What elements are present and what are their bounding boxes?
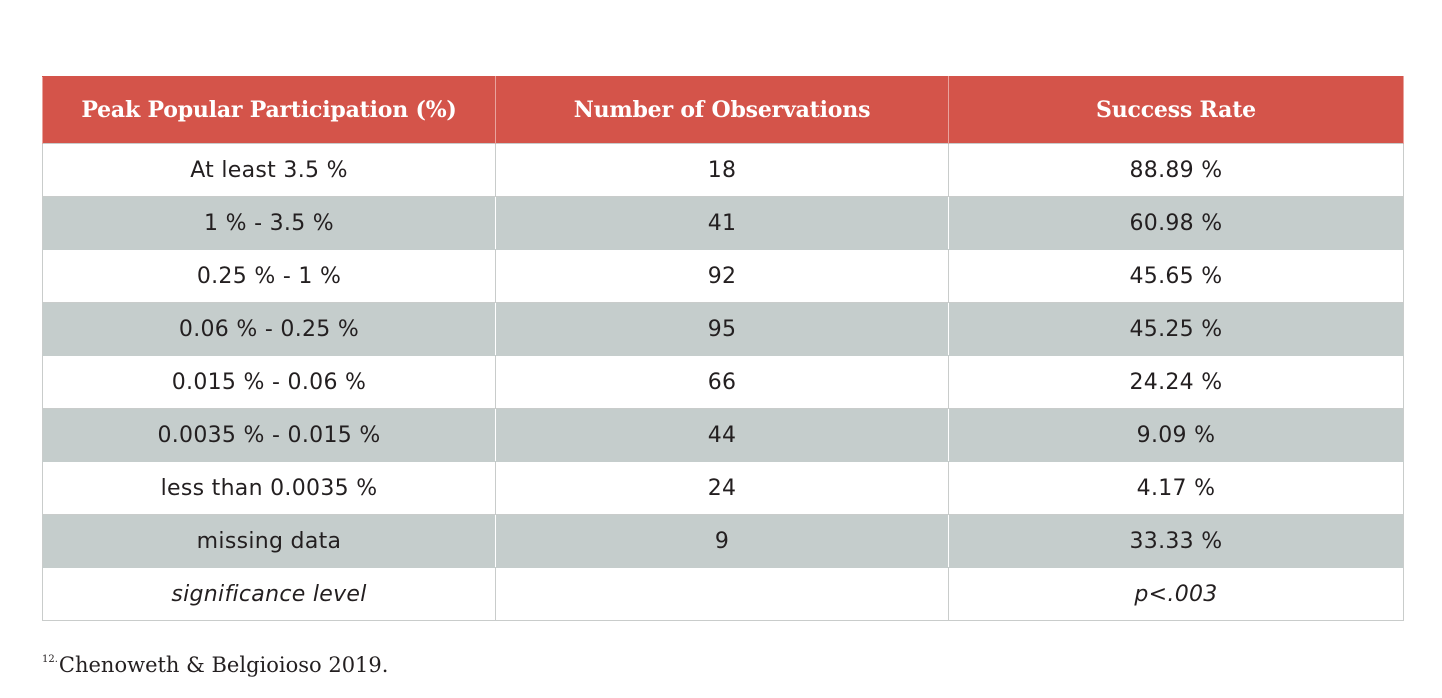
success-rate-cell: 4.17 % [948, 461, 1404, 515]
participation-cell: 1 % - 3.5 % [42, 196, 496, 250]
significance-observations [495, 567, 949, 621]
header-participation: Peak Popular Participation (%) [42, 76, 496, 144]
success-rate-cell: 45.25 % [948, 302, 1404, 356]
table-row: 0.25 % - 1 % 92 45.65 % [42, 249, 1404, 303]
success-rate-cell: 88.89 % [948, 143, 1404, 197]
observations-cell: 92 [495, 249, 949, 303]
observations-cell: 9 [495, 514, 949, 568]
success-rate-table: Peak Popular Participation (%) Number of… [42, 76, 1404, 621]
observations-cell: 66 [495, 355, 949, 409]
success-rate-cell: 33.33 % [948, 514, 1404, 568]
table-row: 0.0035 % - 0.015 % 44 9.09 % [42, 408, 1404, 462]
table-row: less than 0.0035 % 24 4.17 % [42, 461, 1404, 515]
success-rate-cell: 45.65 % [948, 249, 1404, 303]
header-success-rate: Success Rate [948, 76, 1404, 144]
participation-cell: At least 3.5 % [42, 143, 496, 197]
significance-row: significance level p<.003 [42, 567, 1404, 621]
observations-cell: 95 [495, 302, 949, 356]
header-observations: Number of Observations [495, 76, 949, 144]
table-row: 0.06 % - 0.25 % 95 45.25 % [42, 302, 1404, 356]
participation-cell: 0.015 % - 0.06 % [42, 355, 496, 409]
success-rate-cell: 60.98 % [948, 196, 1404, 250]
participation-cell: 0.0035 % - 0.015 % [42, 408, 496, 462]
success-rate-cell: 9.09 % [948, 408, 1404, 462]
significance-value: p<.003 [948, 567, 1404, 621]
success-rate-cell: 24.24 % [948, 355, 1404, 409]
participation-cell: less than 0.0035 % [42, 461, 496, 515]
observations-cell: 24 [495, 461, 949, 515]
table-header-row: Peak Popular Participation (%) Number of… [42, 76, 1404, 144]
footnote-text: Chenoweth & Belgioioso 2019. [58, 653, 389, 677]
significance-label: significance level [42, 567, 496, 621]
footnote-marker: 12. [42, 654, 58, 665]
observations-cell: 44 [495, 408, 949, 462]
table-row: missing data 9 33.33 % [42, 514, 1404, 568]
participation-cell: missing data [42, 514, 496, 568]
table-row: At least 3.5 % 18 88.89 % [42, 143, 1404, 197]
table-row: 0.015 % - 0.06 % 66 24.24 % [42, 355, 1404, 409]
participation-cell: 0.25 % - 1 % [42, 249, 496, 303]
table-row: 1 % - 3.5 % 41 60.98 % [42, 196, 1404, 250]
observations-cell: 18 [495, 143, 949, 197]
observations-cell: 41 [495, 196, 949, 250]
footnote: 12.Chenoweth & Belgioioso 2019. [42, 653, 388, 677]
participation-cell: 0.06 % - 0.25 % [42, 302, 496, 356]
